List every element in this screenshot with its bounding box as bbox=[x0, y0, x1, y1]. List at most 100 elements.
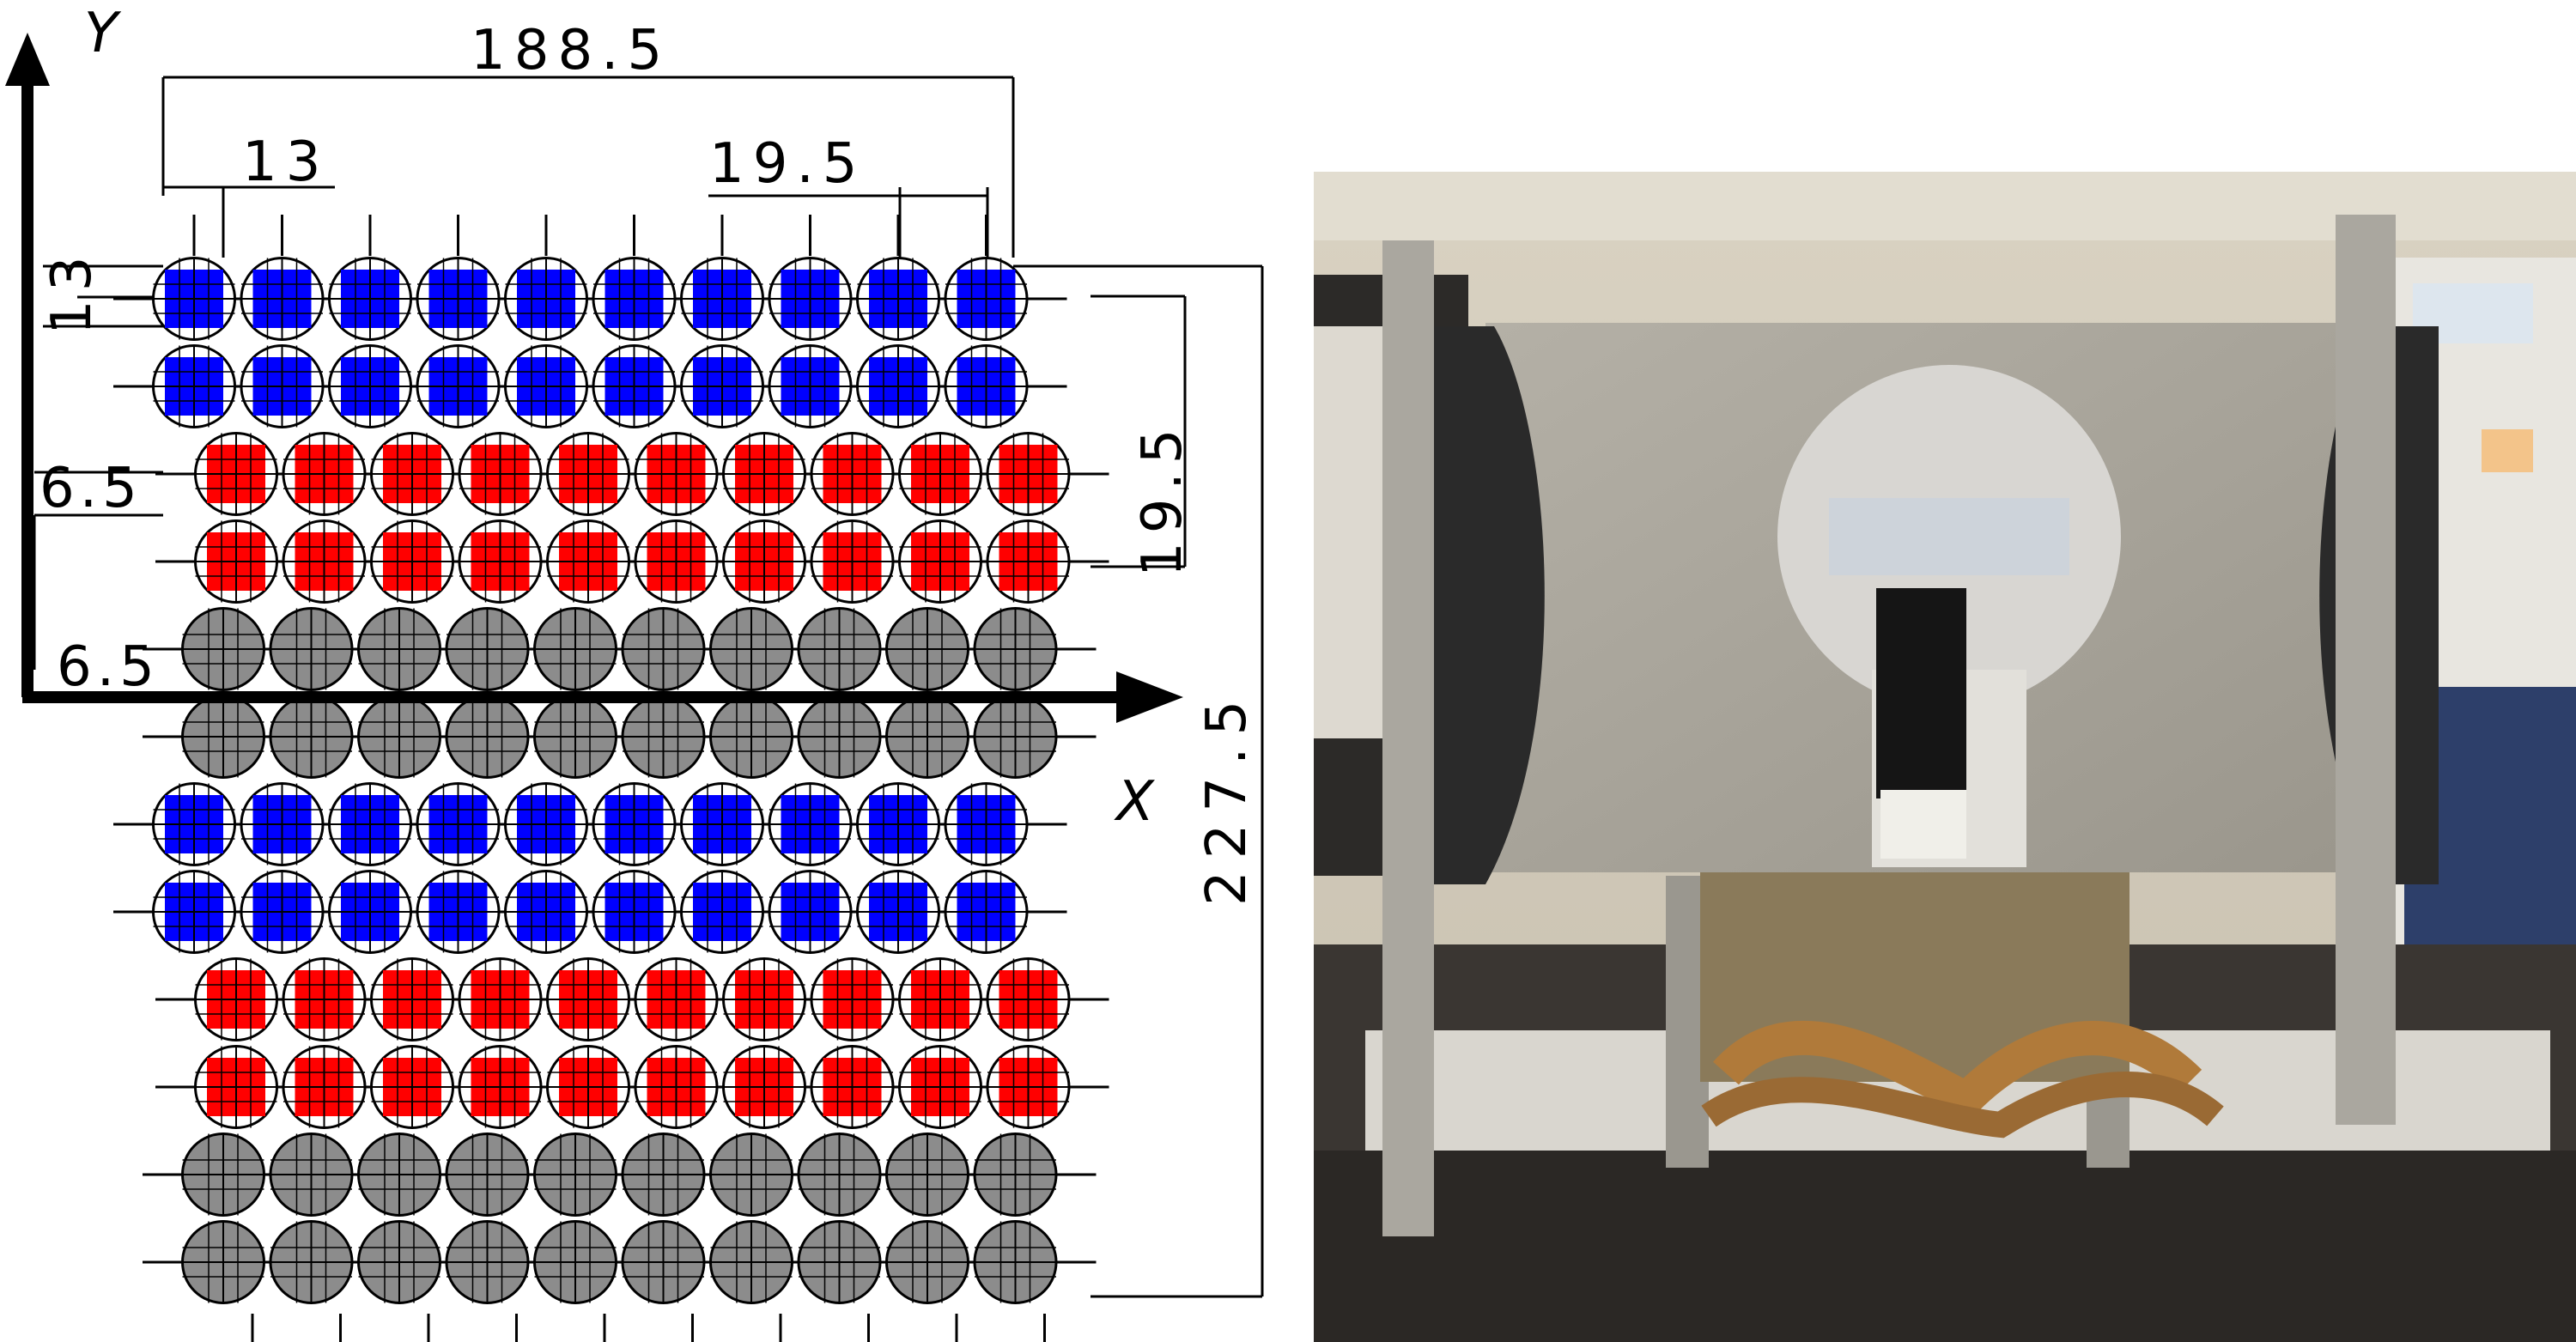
detector-gray bbox=[445, 1220, 530, 1304]
detector-blue bbox=[856, 782, 940, 866]
detector-red bbox=[546, 432, 630, 516]
detector-red bbox=[194, 432, 278, 516]
detector-blue bbox=[768, 344, 853, 428]
detector-red bbox=[194, 519, 278, 604]
pitch-large-label: 19.5 bbox=[709, 132, 866, 196]
detector-gray bbox=[797, 695, 882, 779]
detector-blue bbox=[152, 257, 236, 341]
detector-gray bbox=[269, 607, 354, 691]
detector-blue bbox=[944, 344, 1029, 428]
detector-gray bbox=[181, 695, 265, 779]
detector-gray bbox=[709, 1133, 793, 1217]
detector-gray bbox=[797, 1220, 882, 1304]
detector-blue bbox=[856, 870, 940, 954]
detector-red bbox=[370, 519, 454, 604]
detector-blue bbox=[680, 782, 764, 866]
detector-blue bbox=[944, 257, 1029, 341]
detector-blue bbox=[768, 870, 853, 954]
detector-blue bbox=[856, 344, 940, 428]
detector-gray bbox=[621, 607, 706, 691]
detector-red bbox=[898, 519, 982, 604]
detector-gray bbox=[885, 1220, 969, 1304]
detector-blue bbox=[768, 257, 853, 341]
detector-blue bbox=[592, 344, 677, 428]
y-axis-label: Y bbox=[84, 2, 122, 65]
detector-red bbox=[898, 432, 982, 516]
detector-red bbox=[458, 432, 543, 516]
detector-red bbox=[810, 1045, 895, 1129]
detector-gray bbox=[797, 607, 882, 691]
detector-red bbox=[546, 1045, 630, 1129]
detector-grid bbox=[152, 257, 1071, 1304]
detector-blue bbox=[152, 344, 236, 428]
row-spacing-large-label: 19.5 bbox=[1131, 421, 1194, 578]
row-offset-label: 6.5 bbox=[39, 457, 143, 520]
detector-red bbox=[194, 1045, 278, 1129]
detector-red bbox=[634, 1045, 719, 1129]
detector-blue bbox=[680, 257, 764, 341]
detector-gray bbox=[709, 607, 793, 691]
detector-gray bbox=[885, 1133, 969, 1217]
detector-red bbox=[546, 519, 630, 604]
axis-offset-label: 6.5 bbox=[57, 635, 160, 699]
detector-red bbox=[282, 519, 367, 604]
detector-red bbox=[282, 1045, 367, 1129]
detector-gray bbox=[973, 607, 1058, 691]
detector-red bbox=[898, 1045, 982, 1129]
detector-gray bbox=[181, 1220, 265, 1304]
detector-blue bbox=[416, 344, 501, 428]
y-axis-arrow bbox=[5, 33, 50, 86]
detector-blue bbox=[240, 257, 325, 341]
detector-blue bbox=[504, 257, 588, 341]
detector-blue bbox=[592, 870, 677, 954]
detector-gray bbox=[357, 1133, 441, 1217]
detector-blue bbox=[768, 782, 853, 866]
detector-gray bbox=[445, 695, 530, 779]
detector-red bbox=[722, 432, 806, 516]
detector-blue bbox=[856, 257, 940, 341]
detector-red bbox=[634, 432, 719, 516]
detector-gray bbox=[973, 1220, 1058, 1304]
detector-blue bbox=[416, 257, 501, 341]
detector-photo bbox=[1314, 172, 2576, 1342]
detector-blue bbox=[240, 344, 325, 428]
detector-red bbox=[634, 957, 719, 1041]
detector-gray bbox=[181, 607, 265, 691]
detector-red bbox=[370, 432, 454, 516]
detector-blue bbox=[328, 257, 412, 341]
detector-blue bbox=[592, 782, 677, 866]
detector-blue bbox=[328, 344, 412, 428]
detector-red bbox=[370, 1045, 454, 1129]
detector-blue bbox=[152, 870, 236, 954]
detector-blue bbox=[592, 257, 677, 341]
detector-blue bbox=[944, 782, 1029, 866]
detector-blue bbox=[944, 870, 1029, 954]
detector-red bbox=[986, 1045, 1071, 1129]
detector-gray bbox=[445, 607, 530, 691]
detector-blue bbox=[504, 344, 588, 428]
detector-gray bbox=[621, 1220, 706, 1304]
detector-blue bbox=[152, 782, 236, 866]
detector-red bbox=[458, 957, 543, 1041]
detector-red bbox=[722, 957, 806, 1041]
detector-gray bbox=[709, 1220, 793, 1304]
detector-blue bbox=[328, 782, 412, 866]
detector-gray bbox=[533, 1133, 617, 1217]
detector-gray bbox=[885, 607, 969, 691]
detector-blue bbox=[504, 782, 588, 866]
detector-gray bbox=[973, 695, 1058, 779]
detector-blue bbox=[680, 344, 764, 428]
detector-gray bbox=[181, 1133, 265, 1217]
x-axis-arrow bbox=[1116, 671, 1183, 723]
detector-layout-diagram: Y X 188.5 13 19.5 13 6.5 19.5 6.5 227.5 bbox=[5, 2, 1264, 1342]
detector-gray bbox=[885, 695, 969, 779]
detector-red bbox=[458, 519, 543, 604]
detector-gray bbox=[533, 607, 617, 691]
dimension-labels: Y X 188.5 13 19.5 13 6.5 19.5 6.5 227.5 bbox=[39, 2, 1259, 906]
detector-blue bbox=[328, 870, 412, 954]
overall-width-label: 188.5 bbox=[471, 19, 671, 82]
detector-gray bbox=[357, 1220, 441, 1304]
detector-gray bbox=[621, 1133, 706, 1217]
x-axis-label: X bbox=[1114, 770, 1155, 834]
detector-red bbox=[634, 519, 719, 604]
